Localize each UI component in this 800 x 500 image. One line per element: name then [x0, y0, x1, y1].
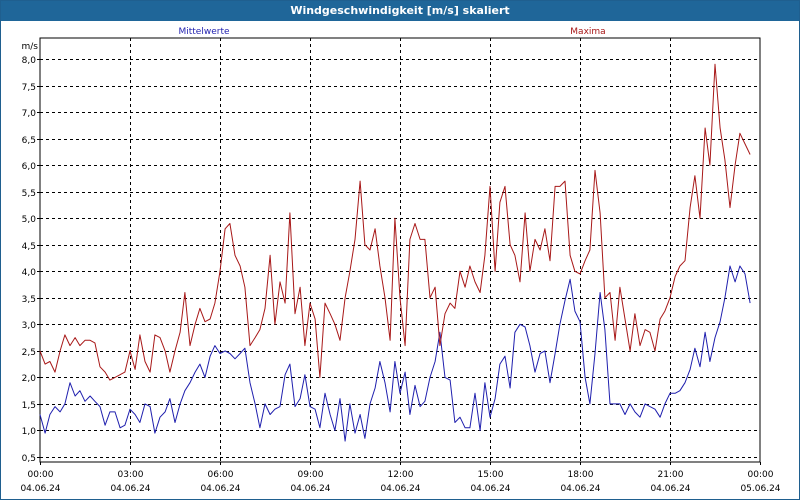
y-tick-label: 0,5	[22, 454, 36, 464]
y-tick-label: 6,0	[22, 162, 37, 172]
y-tick-label: 4,0	[22, 268, 37, 278]
x-tick-time-label: 06:00	[208, 470, 234, 480]
y-tick-label: 5,5	[22, 189, 36, 199]
x-tick-date-label: 04.06.24	[560, 484, 600, 494]
y-tick-label: 1,0	[22, 427, 37, 437]
y-axis-label: m/s	[22, 42, 39, 52]
series-line-maxima	[39, 63, 751, 381]
y-tick-label: 6,5	[22, 136, 36, 146]
y-tick-label: 2,0	[22, 374, 37, 384]
x-tick-time-label: 15:00	[478, 470, 504, 480]
y-tick-label: 5,0	[22, 215, 37, 225]
x-tick-date-label: 04.06.24	[470, 484, 510, 494]
legend-mittelwerte: Mittelwerte	[178, 27, 229, 37]
x-tick-time-label: 00:00	[28, 470, 54, 480]
x-tick-date-label: 04.06.24	[290, 484, 330, 494]
x-tick-date-label: 04.06.24	[20, 484, 60, 494]
y-tick-label: 4,5	[22, 242, 36, 252]
y-tick-label: 7,0	[22, 109, 37, 119]
y-tick-label: 3,5	[22, 295, 36, 305]
x-tick-date-label: 04.06.24	[110, 484, 150, 494]
x-tick-time-label: 09:00	[298, 470, 324, 480]
x-tick-date-label: 04.06.24	[200, 484, 240, 494]
y-tick-label: 8,0	[22, 56, 37, 66]
window-title: Windgeschwindigkeit [m/s] skaliert	[1, 1, 799, 21]
y-tick-label: 3,0	[22, 321, 37, 331]
legend-maxima: Maxima	[570, 27, 605, 37]
x-tick-time-label: 03:00	[118, 470, 144, 480]
x-tick-time-label: 18:00	[568, 470, 594, 480]
y-tick-label: 1,5	[22, 401, 36, 411]
y-tick-label: 2,5	[22, 348, 36, 358]
x-tick-date-label: 05.06.24	[740, 484, 780, 494]
x-tick-date-label: 04.06.24	[380, 484, 420, 494]
x-tick-time-label: 12:00	[388, 470, 414, 480]
series-line-mittelwerte	[39, 265, 751, 442]
x-tick-date-label: 04.06.24	[650, 484, 690, 494]
x-tick-time-label: 21:00	[658, 470, 684, 480]
x-tick-time-label: 00:00	[748, 470, 774, 480]
y-tick-label: 7,5	[22, 83, 36, 93]
